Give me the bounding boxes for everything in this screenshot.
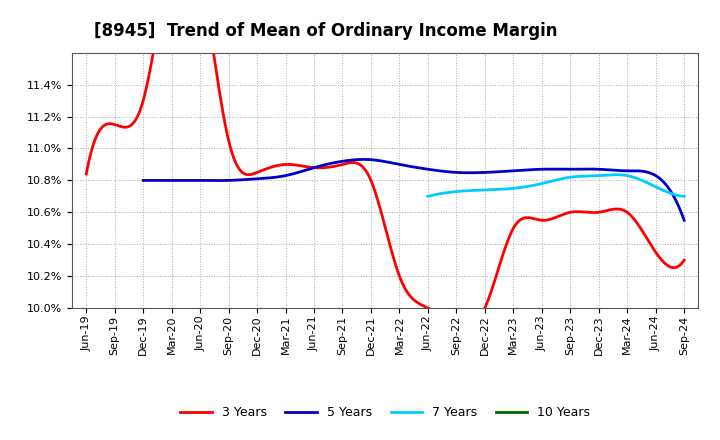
- 7 Years: [546, 179, 555, 184]
- 7 Years: [545, 179, 554, 184]
- 3 Years: [439, 314, 448, 319]
- 5 Years: [668, 191, 677, 196]
- 5 Years: [400, 163, 409, 168]
- Line: 3 Years: 3 Years: [86, 0, 684, 326]
- 7 Years: [612, 172, 621, 177]
- 7 Years: [562, 175, 571, 180]
- 3 Years: [367, 179, 376, 184]
- 7 Years: [680, 194, 688, 199]
- 3 Years: [575, 209, 583, 214]
- 3 Years: [668, 265, 677, 270]
- 3 Years: [462, 323, 470, 329]
- 3 Years: [680, 257, 688, 263]
- 7 Years: [674, 193, 683, 198]
- 7 Years: [576, 174, 585, 179]
- Line: 7 Years: 7 Years: [428, 175, 684, 196]
- 7 Years: [634, 176, 643, 182]
- Text: [8945]  Trend of Mean of Ordinary Income Margin: [8945] Trend of Mean of Ordinary Income …: [94, 22, 557, 40]
- 5 Years: [583, 166, 592, 172]
- 5 Years: [433, 168, 441, 173]
- Legend: 3 Years, 5 Years, 7 Years, 10 Years: 3 Years, 5 Years, 7 Years, 10 Years: [176, 401, 595, 424]
- 3 Years: [407, 294, 415, 300]
- 3 Years: [371, 189, 379, 194]
- 5 Years: [360, 157, 369, 162]
- 3 Years: [82, 171, 91, 176]
- 5 Years: [462, 170, 471, 176]
- 5 Years: [397, 162, 405, 168]
- 5 Years: [680, 218, 688, 223]
- Line: 5 Years: 5 Years: [143, 159, 684, 220]
- 7 Years: [423, 194, 432, 199]
- 5 Years: [139, 178, 148, 183]
